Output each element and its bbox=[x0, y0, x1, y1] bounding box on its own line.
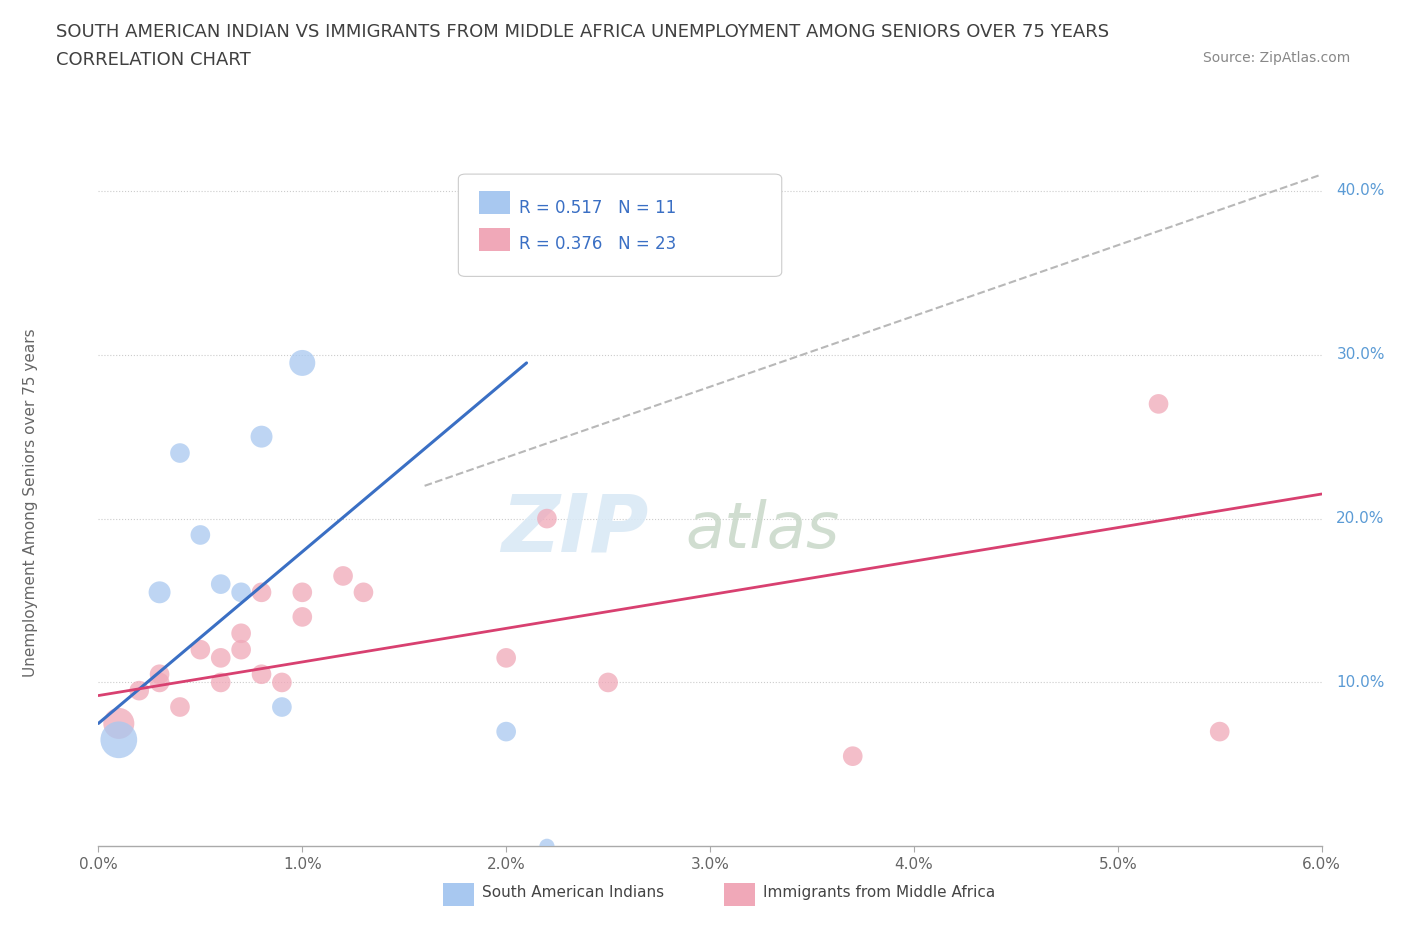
Text: CORRELATION CHART: CORRELATION CHART bbox=[56, 51, 252, 69]
Point bbox=[495, 650, 517, 665]
Text: SOUTH AMERICAN INDIAN VS IMMIGRANTS FROM MIDDLE AFRICA UNEMPLOYMENT AMONG SENIOR: SOUTH AMERICAN INDIAN VS IMMIGRANTS FROM… bbox=[56, 23, 1109, 41]
Point bbox=[291, 355, 314, 370]
Text: 10.0%: 10.0% bbox=[1336, 675, 1385, 690]
Point bbox=[291, 609, 314, 624]
Point bbox=[231, 643, 253, 658]
Point bbox=[291, 585, 314, 600]
Point bbox=[169, 445, 191, 460]
Point bbox=[149, 667, 172, 682]
Point bbox=[108, 716, 131, 731]
Point bbox=[352, 585, 374, 600]
Point bbox=[209, 650, 232, 665]
Point bbox=[536, 839, 558, 854]
Text: R = 0.376   N = 23: R = 0.376 N = 23 bbox=[519, 234, 676, 253]
Point bbox=[188, 527, 212, 542]
Point bbox=[108, 732, 131, 747]
Text: Unemployment Among Seniors over 75 years: Unemployment Among Seniors over 75 years bbox=[24, 328, 38, 676]
Point bbox=[332, 568, 354, 583]
Text: Source: ZipAtlas.com: Source: ZipAtlas.com bbox=[1202, 51, 1350, 65]
Point bbox=[250, 430, 273, 445]
Point bbox=[495, 724, 517, 739]
Point bbox=[598, 675, 620, 690]
Text: 40.0%: 40.0% bbox=[1336, 183, 1385, 198]
Text: 20.0%: 20.0% bbox=[1336, 512, 1385, 526]
Text: R = 0.517   N = 11: R = 0.517 N = 11 bbox=[519, 199, 676, 218]
Point bbox=[841, 749, 863, 764]
Point bbox=[250, 667, 273, 682]
Point bbox=[128, 684, 150, 698]
Point bbox=[209, 675, 232, 690]
Point bbox=[149, 585, 172, 600]
Text: 30.0%: 30.0% bbox=[1336, 347, 1385, 362]
Point bbox=[1208, 724, 1232, 739]
Point bbox=[149, 675, 172, 690]
Text: ZIP: ZIP bbox=[502, 491, 648, 569]
Point bbox=[231, 585, 253, 600]
Point bbox=[188, 643, 212, 658]
Point bbox=[250, 585, 273, 600]
Point bbox=[1147, 396, 1170, 411]
Point bbox=[536, 512, 558, 526]
Point bbox=[270, 675, 292, 690]
Point bbox=[169, 699, 191, 714]
Point bbox=[231, 626, 253, 641]
Text: South American Indians: South American Indians bbox=[482, 885, 665, 900]
Point bbox=[209, 577, 232, 591]
Text: atlas: atlas bbox=[686, 498, 839, 561]
Text: Immigrants from Middle Africa: Immigrants from Middle Africa bbox=[763, 885, 995, 900]
Point bbox=[270, 699, 292, 714]
